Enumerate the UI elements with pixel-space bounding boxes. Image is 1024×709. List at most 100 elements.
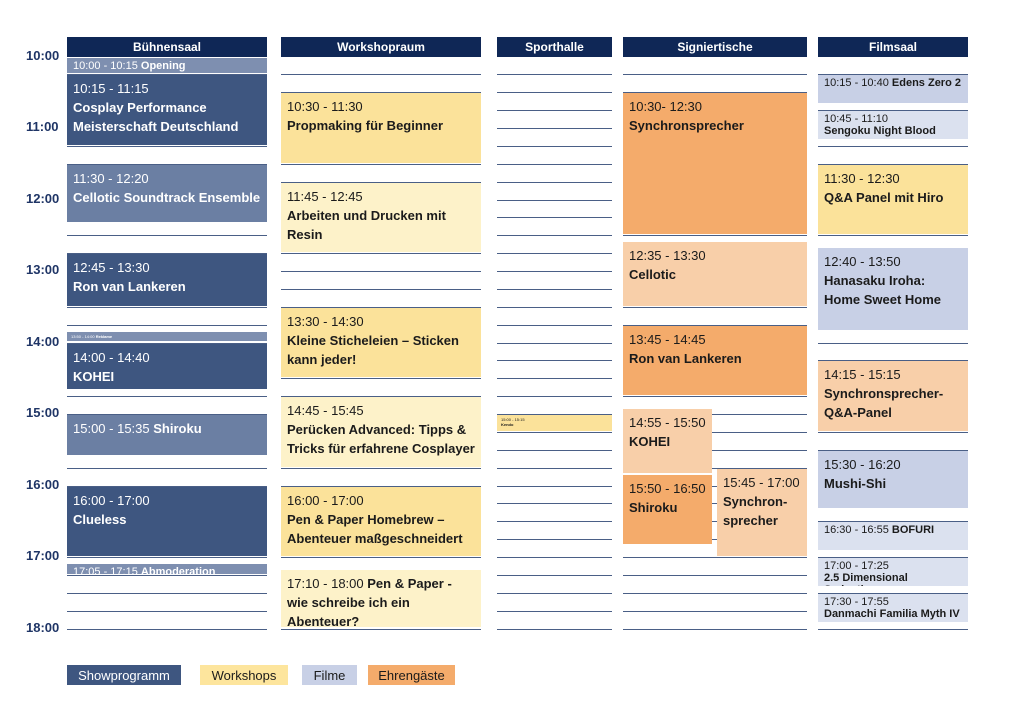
grid-line: [67, 467, 267, 469]
grid-line: [818, 342, 968, 344]
event-time: 13:45 - 14:45: [629, 331, 706, 347]
grid-line: [497, 574, 612, 576]
grid-line: [281, 485, 481, 487]
grid-line: [818, 628, 968, 630]
grid-line: [818, 557, 968, 558]
event-film-2[interactable]: 11:30 - 12:30 Q&A Panel mit Hiro: [818, 164, 968, 235]
event-buehne-2[interactable]: 11:30 - 12:20 Cellotic Soundtrack Ensembl…: [67, 164, 267, 223]
event-workshop-2[interactable]: 13:30 - 14:30 Kleine Sticheleien – Sticke…: [281, 307, 481, 378]
event-title: Hanasaku Iroha: Home Sweet Home: [824, 273, 942, 308]
grid-line: [497, 235, 612, 237]
grid-line: [497, 449, 612, 451]
grid-line: [818, 74, 968, 76]
event-title: Perücken Advanced: Tipps & Tricks für er…: [287, 422, 475, 457]
event-time: 16:00 - 17:00: [73, 492, 150, 508]
event-time: 10:15 - 11:15: [73, 81, 149, 97]
event-buehne-0[interactable]: 10:00 - 10:15 Opening: [67, 57, 267, 74]
event-signier-4[interactable]: 15:50 - 16:50 Shiroku: [623, 474, 712, 545]
event-title: Cosplay Performance Meisterschaft Deutsc…: [73, 100, 239, 135]
event-film-3[interactable]: 12:40 - 13:50 Hanasaku Iroha: Home Sweet …: [818, 248, 968, 330]
event-time: 13:30 - 14:30: [287, 313, 364, 329]
event-workshop-1[interactable]: 11:45 - 12:45 Arbeiten und Drucken mit Re…: [281, 182, 481, 253]
grid-line: [623, 92, 807, 94]
event-film-6[interactable]: 16:30 - 16:55 BOFURI: [818, 522, 968, 551]
grid-line: [67, 628, 267, 630]
event-signier-1[interactable]: 12:35 - 13:30 Cellotic: [623, 242, 807, 306]
event-film-0[interactable]: 10:15 - 10:40 Edens Zero 2: [818, 75, 968, 104]
grid-line: [623, 235, 807, 237]
event-buehne-5[interactable]: 14:00 - 14:40 KOHEI: [67, 343, 267, 390]
grid-line: [818, 431, 968, 433]
grid-line: [818, 235, 968, 237]
grid-line: [497, 181, 612, 183]
event-film-5[interactable]: 15:30 - 16:20 Mushi-Shi: [818, 450, 968, 509]
grid-line: [281, 271, 481, 272]
legend-item-ws: Workshops: [200, 665, 288, 685]
grid-line: [67, 557, 267, 558]
grid-line: [818, 360, 968, 362]
event-time: 12:35 - 13:30: [629, 248, 706, 264]
grid-line: [281, 181, 481, 183]
event-signier-5[interactable]: 15:45 - 17:00 Synchron-sprecher: [717, 468, 807, 556]
event-workshop-3[interactable]: 14:45 - 15:45 Perücken Advanced: Tipps & …: [281, 397, 481, 467]
event-buehne-1[interactable]: 10:15 - 11:15 Cosplay Performance Meister…: [67, 75, 267, 145]
grid-line: [623, 74, 807, 76]
time-label-1600: 16:00: [26, 476, 60, 492]
grid-line: [623, 592, 807, 594]
event-signier-2[interactable]: 13:45 - 14:45 Ron van Lankeren: [623, 325, 807, 396]
grid-line: [818, 521, 968, 523]
event-workshop-5[interactable]: 17:10 - 18:00 Pen & Paper - wie schreibe…: [281, 569, 481, 628]
grid-line: [497, 396, 612, 398]
grid-line: [623, 467, 807, 469]
grid-line: [497, 503, 612, 505]
grid-line: [67, 610, 267, 612]
event-buehne-8[interactable]: 17:05 - 17:15 Abmoderation: [67, 563, 267, 574]
event-title: Ron van Lankeren: [629, 350, 742, 366]
grid-line: [67, 163, 267, 165]
event-time: 10:30- 12:30: [629, 99, 703, 115]
grid-line: [281, 378, 481, 380]
event-time: 14:00 - 14:40: [73, 349, 150, 365]
grid-line: [497, 628, 612, 630]
grid-line: [623, 414, 807, 415]
event-time: 14:15 - 15:15: [824, 367, 901, 383]
time-label-1700: 17:00: [26, 548, 60, 563]
event-title: Clueless: [73, 511, 127, 527]
grid-line: [67, 396, 267, 398]
event-buehne-4[interactable]: 13:50 - 14:00 Reklame: [67, 331, 267, 342]
event-time: 11:30 - 12:30: [824, 170, 900, 186]
grid-line: [67, 485, 267, 487]
event-title: Synchronsprecher-Q&A-Panel: [824, 386, 944, 421]
grid-line: [67, 74, 267, 76]
event-buehne-7[interactable]: 16:00 - 17:00 Clueless: [67, 486, 267, 556]
time-label-1800: 18:00: [26, 619, 60, 635]
event-buehne-6[interactable]: 15:00 - 15:35 Shiroku: [67, 415, 267, 455]
event-sport-0[interactable]: 15:00 - 15:15 Kendo: [497, 415, 612, 431]
grid-line: [497, 128, 612, 129]
grid-line: [67, 342, 267, 344]
column-header-signier: Signiertische: [623, 37, 807, 57]
event-film-4[interactable]: 14:15 - 15:15 Synchronsprecher-Q&A-Panel: [818, 361, 968, 431]
event-time: 16:30 - 16:55: [824, 524, 889, 537]
event-buehne-3[interactable]: 12:45 - 13:30 Ron van Lankeren: [67, 254, 267, 306]
grid-line: [497, 467, 612, 469]
event-film-7[interactable]: 17:00 - 17:252.5 Dimensional Seduction: [818, 558, 968, 586]
event-workshop-0[interactable]: 10:30 - 11:30 Propmaking für Beginner: [281, 93, 481, 163]
event-title: Shiroku: [153, 421, 202, 436]
event-workshop-4[interactable]: 16:00 - 17:00 Pen & Paper Homebrew – Aben…: [281, 486, 481, 556]
time-label-1000: 10:00: [26, 47, 60, 63]
event-signier-3[interactable]: 14:55 - 15:50 KOHEI: [623, 409, 712, 473]
event-time: 17:00 - 17:25: [824, 560, 889, 572]
grid-line: [818, 110, 968, 112]
grid-line: [623, 521, 807, 523]
column-header-film: Filmsaal: [818, 37, 968, 57]
grid-line: [67, 574, 267, 576]
event-film-8[interactable]: 17:30 - 17:55 Danmachi Familia Myth IV: [818, 593, 968, 622]
grid-line: [497, 92, 612, 94]
event-title: Arbeiten und Drucken mit Resin: [287, 207, 446, 242]
event-film-1[interactable]: 10:45 - 11:10 Sengoku Night Blood: [818, 111, 968, 139]
event-signier-0[interactable]: 10:30- 12:30 Synchronsprecher: [623, 93, 807, 235]
event-title: Edens Zero 2: [891, 77, 961, 90]
grid-line: [497, 306, 612, 308]
grid-line: [281, 396, 481, 398]
